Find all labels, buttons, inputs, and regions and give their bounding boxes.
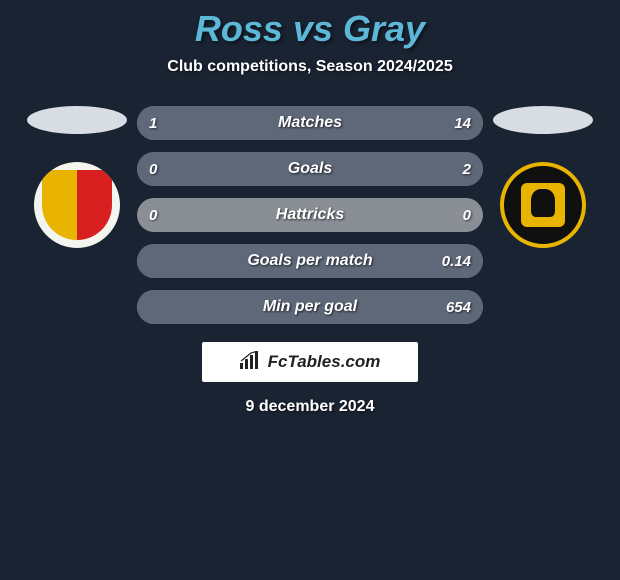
right-team-col [483,106,603,248]
stat-label: Goals per match [247,252,372,270]
stat-value-left: 0 [149,161,157,178]
team-badge-left [34,162,120,248]
stat-value-left: 0 [149,207,157,224]
stat-row: 1 Matches 14 [137,106,483,140]
stats-section: 1 Matches 14 0 Goals 2 0 Hattricks 0 Goals per ma… [0,106,620,324]
stat-label: Matches [278,114,342,132]
subtitle: Club competitions, Season 2024/2025 [0,58,620,76]
team-badge-right [500,162,586,248]
stat-label: Hattricks [276,206,344,224]
player-silhouette-right [493,106,593,134]
stat-row: 0 Goals 2 [137,152,483,186]
page-title: Ross vs Gray [0,8,620,50]
stat-label: Min per goal [263,298,357,316]
stat-row: Goals per match 0.14 [137,244,483,278]
left-team-col [17,106,137,248]
stat-row: Min per goal 654 [137,290,483,324]
date-label: 9 december 2024 [0,398,620,416]
elephant-icon [521,183,565,227]
shield-icon [42,170,112,240]
stat-value-right: 2 [463,161,471,178]
stat-value-left: 1 [149,115,157,132]
comparison-card: Ross vs Gray Club competitions, Season 2… [0,0,620,416]
stat-value-right: 0 [463,207,471,224]
stat-value-right: 14 [454,115,471,132]
stat-value-right: 0.14 [442,253,471,270]
player-silhouette-left [27,106,127,134]
branding-badge[interactable]: FcTables.com [202,342,418,382]
stat-value-right: 654 [446,299,471,316]
stat-row: 0 Hattricks 0 [137,198,483,232]
stats-rows: 1 Matches 14 0 Goals 2 0 Hattricks 0 Goals per ma… [137,106,483,324]
chart-icon [240,351,262,374]
brand-text: FcTables.com [268,352,381,372]
stat-label: Goals [288,160,332,178]
